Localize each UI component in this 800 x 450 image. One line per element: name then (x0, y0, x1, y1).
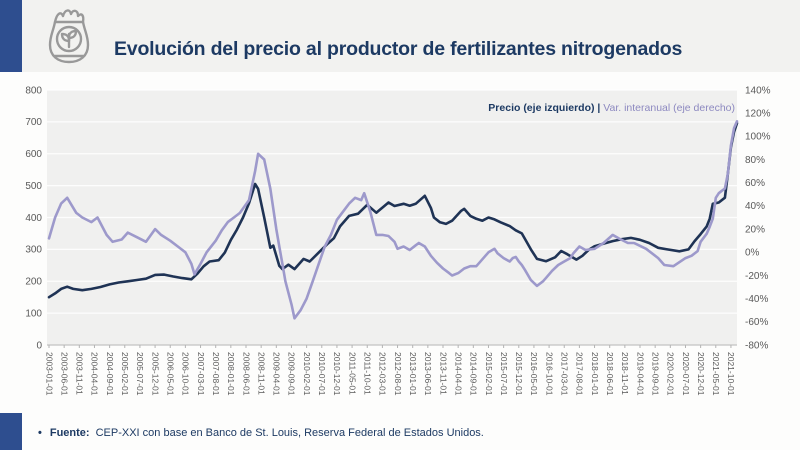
legend-separator: | (595, 102, 604, 114)
source-text: CEP-XXI con base en Banco de St. Louis, … (95, 426, 484, 439)
x-axis-tick-label: 2015-07-01 (499, 352, 509, 396)
x-axis-tick-label: 2016-10-01 (544, 352, 554, 396)
x-axis-tick-label: 2017-03-01 (560, 352, 570, 396)
x-axis-tick-label: 2006-10-01 (181, 352, 191, 396)
source-note: • Fuente: CEP-XXI con base en Banco de St.… (38, 427, 484, 439)
x-axis-tick-label: 2010-02-01 (302, 352, 312, 396)
legend-var-label: Var. interanual (eje derecho) (603, 102, 735, 114)
x-axis-tick-label: 2005-12-01 (150, 352, 160, 396)
x-axis-tick-label: 2011-10-01 (363, 352, 373, 395)
y-axis-right-tick-label: 0% (745, 248, 760, 259)
y-axis-left-tick-label: 400 (25, 213, 42, 224)
x-axis-tick-label: 2011-05-01 (347, 352, 357, 395)
price-line-series (47, 121, 739, 299)
x-axis-tick-label: 2006-05-01 (166, 352, 176, 396)
x-axis-tick-label: 2019-09-01 (650, 352, 660, 396)
x-axis-tick-label: 2003-06-01 (59, 352, 69, 396)
footer: • Fuente: CEP-XXI con base en Banco de St.… (0, 413, 800, 450)
y-axis-right-tick-label: 80% (745, 155, 765, 166)
x-axis-tick-label: 2008-01-01 (226, 352, 236, 396)
x-axis-tick-label: 2021-10-01 (726, 352, 736, 396)
x-axis-tick-label: 2004-09-01 (105, 352, 115, 396)
x-axis-tick-label: 2017-08-01 (575, 352, 585, 396)
x-axis-tick-label: 2020-02-01 (666, 352, 676, 396)
header-accent-bar (0, 0, 22, 72)
x-axis-tick-label: 2013-06-01 (423, 352, 433, 396)
y-axis-right-tick-label: 120% (745, 108, 771, 119)
x-axis-tick-label: 2015-02-01 (484, 352, 494, 396)
x-axis-tick-label: 2015-12-01 (514, 352, 524, 396)
y-axis-right-tick-label: 60% (745, 178, 765, 189)
x-axis-tick-label: 2018-01-01 (590, 352, 600, 396)
page-title: Evolución del precio al productor de fer… (114, 37, 683, 60)
y-axis-left-tick-label: 700 (25, 117, 42, 128)
x-axis-tick-label: 2012-08-01 (393, 352, 403, 396)
x-axis-tick-label: 2008-11-01 (256, 352, 266, 395)
x-axis-tick-label: 2020-12-01 (696, 352, 706, 396)
x-axis-tick-label: 2009-04-01 (272, 352, 282, 396)
x-axis-tick-label: 2003-11-01 (75, 352, 85, 395)
x-axis-tick-label: 2018-11-01 (620, 352, 630, 395)
fertilizer-bag-icon (48, 9, 90, 64)
bullet-icon: • (38, 426, 42, 439)
y-axis-right-tick-label: 20% (745, 224, 765, 235)
x-axis-tick-label: 2014-09-01 (469, 352, 479, 396)
x-axis-tick-label: 2007-03-01 (196, 352, 206, 396)
x-axis-tick-label: 2021-05-01 (711, 352, 721, 396)
x-axis-tick-label: 2009-09-01 (287, 352, 297, 396)
y-axis-left-tick-label: 300 (25, 245, 42, 256)
x-axis-tick-label: 2005-02-01 (120, 352, 130, 396)
x-axis-tick-label: 2018-06-01 (605, 352, 615, 396)
y-axis-right-tick-label: 40% (745, 201, 765, 212)
x-axis-tick-label: 2005-07-01 (135, 352, 145, 396)
y-axis-right-tick-label: -60% (745, 317, 768, 328)
x-axis-tick-label: 2019-04-01 (635, 352, 645, 396)
legend-price-label: Precio (eje izquierdo) (488, 102, 594, 114)
x-axis-tick-label: 2014-04-01 (453, 352, 463, 396)
header: Evolución del precio al productor de fer… (0, 0, 800, 72)
y-axis-right-tick-label: -80% (745, 340, 768, 351)
chart-area: 800 700 600 500 400 300 200 100 0 140% 120% 100% 80%… (0, 72, 800, 415)
y-axis-right-tick-label: -20% (745, 271, 768, 282)
x-axis-tick-label: 2004-04-01 (90, 352, 100, 396)
y-axis-left-tick-label: 200 (25, 277, 42, 288)
x-axis-tick-label: 2007-08-01 (211, 352, 221, 396)
footer-accent-bar (0, 413, 22, 450)
y-axis-left-tick-label: 100 (25, 308, 42, 319)
x-axis-tick-label: 2010-07-01 (317, 352, 327, 396)
y-axis-left-tick-label: 600 (25, 149, 42, 160)
x-axis-tick-label: 2020-07-01 (681, 352, 691, 396)
x-axis-tick-label: 2012-03-01 (378, 352, 388, 396)
y-axis-right-tick-label: 140% (745, 85, 771, 96)
y-axis-left-tick-label: 800 (25, 85, 42, 96)
y-axis-right-tick-label: -40% (745, 294, 768, 305)
yoy-variation-line-series (47, 119, 739, 320)
chart-legend: Precio (eje izquierdo) | Var. interanual… (488, 102, 735, 114)
source-label: Fuente: (49, 426, 90, 439)
x-axis-tick-label: 2003-01-01 (44, 352, 54, 396)
x-axis-tick-label: 2016-05-01 (529, 352, 539, 396)
x-axis-tick-label: 2008-06-01 (241, 352, 251, 396)
x-axis-tick-label: 2013-11-01 (438, 352, 448, 395)
y-axis-right-tick-label: 100% (745, 132, 771, 143)
y-axis-left-tick-label: 500 (25, 181, 42, 192)
line-chart: 800 700 600 500 400 300 200 100 0 140% 120% 100% 80%… (25, 85, 771, 396)
x-axis-tick-label: 2010-12-01 (332, 352, 342, 396)
x-axis-tick-label: 2013-01-01 (408, 352, 418, 396)
y-axis-left-tick-label: 0 (36, 340, 42, 351)
